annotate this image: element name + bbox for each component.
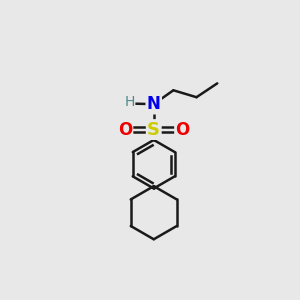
Text: O: O: [118, 121, 132, 139]
Text: N: N: [147, 95, 161, 113]
Text: S: S: [147, 121, 160, 139]
Text: O: O: [176, 121, 190, 139]
Text: H: H: [124, 95, 135, 109]
